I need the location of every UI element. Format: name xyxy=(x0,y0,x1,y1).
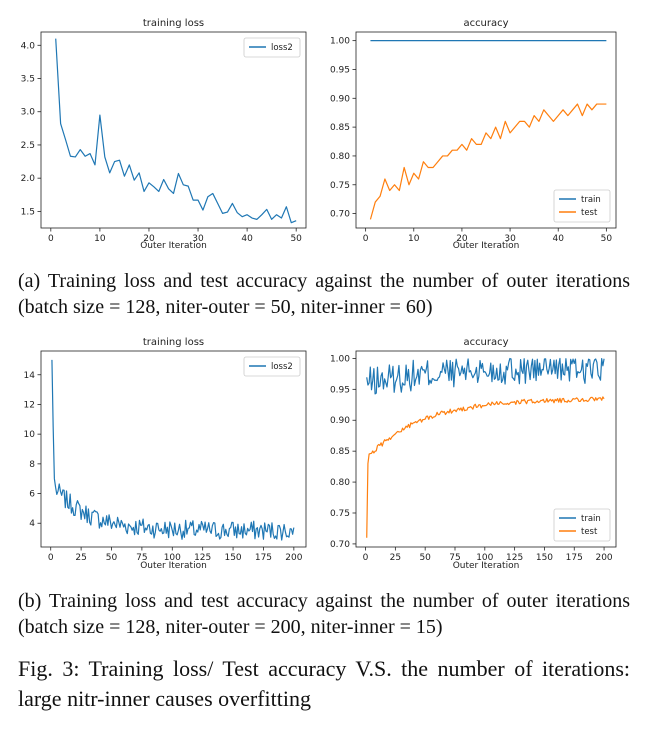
y-tick-label: 10 xyxy=(24,430,36,440)
y-tick-label: 6 xyxy=(29,490,35,500)
x-tick-label: 40 xyxy=(241,234,253,244)
x-tick-label: 75 xyxy=(136,553,147,563)
legend-box xyxy=(553,189,611,223)
x-tick-label: 10 xyxy=(408,234,420,244)
x-tick-label: 0 xyxy=(363,234,369,244)
series-line-loss2 xyxy=(55,38,297,224)
y-tick-label: 0.95 xyxy=(330,385,350,395)
y-tick-label: 0.75 xyxy=(330,509,350,519)
x-tick-label: 0 xyxy=(48,234,54,244)
x-tick-label: 175 xyxy=(566,553,583,563)
legend: train test xyxy=(553,508,611,542)
y-tick-label: 2.0 xyxy=(21,174,36,184)
y-tick-label: 0.70 xyxy=(330,540,350,550)
y-tick-label: 1.5 xyxy=(21,207,35,217)
legend-label-loss2: loss2 xyxy=(271,43,293,53)
y-tick-label: 14 xyxy=(24,371,36,381)
x-axis-label: Outer Iteration xyxy=(140,561,207,571)
x-tick-label: 125 xyxy=(194,553,211,563)
chart-title: training loss xyxy=(143,337,204,348)
x-tick-label: 30 xyxy=(504,234,516,244)
x-tick-label: 100 xyxy=(164,553,181,563)
x-tick-label: 50 xyxy=(106,553,118,563)
y-tick-label: 0.85 xyxy=(330,447,350,457)
caption-b: (b) Training loss and test accuracy agai… xyxy=(18,590,630,638)
x-axis-label: Outer Iteration xyxy=(140,241,207,251)
y-tick-label: 3.0 xyxy=(21,108,36,118)
series-line-test xyxy=(366,396,605,538)
legend: loss2 xyxy=(243,37,301,58)
x-tick-label: 50 xyxy=(419,553,431,563)
y-tick-label: 0.80 xyxy=(330,478,350,488)
plot-frame xyxy=(40,31,307,229)
x-tick-label: 20 xyxy=(456,234,468,244)
y-tick-label: 0.70 xyxy=(330,210,350,220)
legend: train test xyxy=(553,189,611,223)
x-tick-label: 100 xyxy=(476,553,493,563)
y-tick-label: 0.90 xyxy=(330,94,350,104)
chart-a-training-loss: training loss Outer Iteration 0 10 20 30 40 50 1… xyxy=(21,18,307,251)
legend-label-train: train xyxy=(581,195,601,205)
legend-label-test: test xyxy=(581,527,598,537)
y-tick-label: 0.85 xyxy=(330,123,350,133)
x-tick-label: 50 xyxy=(601,234,613,244)
series-line-train xyxy=(366,357,605,395)
x-tick-label: 25 xyxy=(75,553,86,563)
legend-box xyxy=(553,508,611,542)
x-axis-label: Outer Iteration xyxy=(453,241,520,251)
x-tick-label: 150 xyxy=(536,553,553,563)
x-tick-label: 200 xyxy=(595,553,612,563)
y-tick-label: 0.75 xyxy=(330,181,350,191)
legend-box xyxy=(243,356,301,377)
chart-a-accuracy: accuracy Outer Iteration 0 10 20 30 40 50 0.70 0.… xyxy=(330,18,617,251)
plot-frame xyxy=(355,350,617,548)
caption-a: (a) Training loss and test accuracy agai… xyxy=(18,270,630,318)
y-tick-label: 0.90 xyxy=(330,416,350,426)
y-tick-label: 0.95 xyxy=(330,65,350,75)
x-tick-label: 200 xyxy=(285,553,302,563)
y-tick-label: 8 xyxy=(29,460,35,470)
y-tick-label: 3.5 xyxy=(21,75,35,85)
chart-title: training loss xyxy=(143,18,204,29)
x-tick-label: 175 xyxy=(255,553,272,563)
x-tick-label: 25 xyxy=(390,553,401,563)
x-tick-label: 150 xyxy=(224,553,241,563)
legend-label-loss2: loss2 xyxy=(271,362,293,372)
legend-box xyxy=(243,37,301,58)
y-tick-label: 12 xyxy=(24,400,35,410)
x-tick-label: 30 xyxy=(192,234,204,244)
plot-frame xyxy=(355,31,617,229)
plot-frame xyxy=(40,350,307,548)
x-tick-label: 40 xyxy=(552,234,564,244)
legend-label-train: train xyxy=(581,514,601,524)
x-tick-label: 20 xyxy=(143,234,155,244)
x-tick-label: 0 xyxy=(48,553,54,563)
y-tick-label: 4 xyxy=(29,519,35,529)
chart-title: accuracy xyxy=(463,337,508,348)
y-tick-label: 2.5 xyxy=(21,141,35,151)
x-tick-label: 0 xyxy=(363,553,369,563)
x-tick-label: 10 xyxy=(94,234,106,244)
y-tick-label: 0.80 xyxy=(330,152,350,162)
chart-b-training-loss: training loss Outer Iteration 0 25 50 75 100 12… xyxy=(24,337,307,571)
y-tick-label: 1.00 xyxy=(330,354,350,364)
figure-caption: Fig. 3: Training loss/ Test accuracy V.S… xyxy=(18,656,630,711)
legend-label-test: test xyxy=(581,208,598,218)
chart-b-accuracy: accuracy Outer Iteration 0 25 50 75 100 125 150 1… xyxy=(330,337,617,571)
legend: loss2 xyxy=(243,356,301,377)
series-line-test xyxy=(369,103,607,220)
y-tick-label: 4.0 xyxy=(21,41,36,51)
x-tick-label: 75 xyxy=(449,553,460,563)
series-line-loss2 xyxy=(51,359,295,541)
x-axis-label: Outer Iteration xyxy=(453,561,520,571)
x-tick-label: 125 xyxy=(506,553,523,563)
y-tick-label: 1.00 xyxy=(330,37,350,47)
chart-title: accuracy xyxy=(463,18,508,29)
x-tick-label: 50 xyxy=(290,234,302,244)
